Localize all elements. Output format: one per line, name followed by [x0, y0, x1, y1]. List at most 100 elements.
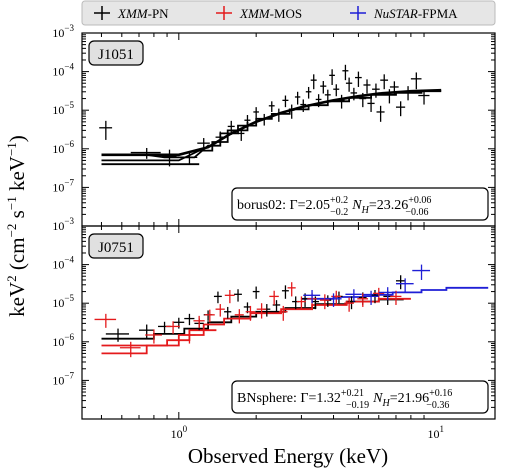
data-point	[338, 94, 345, 109]
data-point	[105, 328, 130, 342]
y-tick-label: 10−5	[52, 293, 74, 310]
data-point	[139, 324, 154, 339]
data-point	[395, 101, 406, 117]
data-point	[245, 305, 256, 321]
data-point	[181, 152, 198, 165]
data-point	[373, 287, 385, 302]
data-point	[288, 104, 295, 119]
data-point	[281, 285, 289, 299]
legend-frame	[81, 0, 496, 26]
model-line	[101, 329, 217, 347]
data-point	[342, 64, 349, 81]
data-point	[193, 315, 205, 328]
data-point	[315, 94, 322, 108]
data-point	[197, 138, 210, 151]
panel-id-box	[88, 233, 144, 259]
data-point	[165, 321, 180, 334]
fit-annotation-text: borus02: Γ=2.05+0.2 −0.2 NH=23.26+0.06 −0.0…	[237, 195, 431, 218]
data-point	[99, 120, 113, 140]
model-line	[101, 90, 442, 159]
data-point	[402, 86, 413, 101]
legend-label: XMM-MOS	[239, 6, 302, 21]
data-point	[344, 297, 354, 312]
data-point	[215, 304, 225, 317]
panel-bottom-frame	[81, 225, 496, 420]
y-tick-label: 10−6	[52, 332, 74, 349]
data-point	[324, 89, 331, 103]
data-point	[300, 99, 307, 112]
x-tick-label: 100	[171, 424, 188, 441]
data-point	[320, 81, 327, 94]
data-point	[158, 321, 171, 333]
model-curve	[101, 88, 442, 157]
fit-annotation-box	[231, 380, 489, 414]
fit-annotation-text: BNsphere: Γ=1.32+0.21 −0.19 NH=21.96+0.16−…	[237, 388, 452, 411]
data-point	[395, 275, 406, 290]
data-point	[412, 264, 431, 280]
x-axis: 100 101	[100, 33, 445, 441]
data-point	[253, 107, 259, 119]
y-tick-label: 10−6	[52, 139, 74, 156]
panel-top: J1051 borus02: Γ=2.05+0.2 −0.2 NH=23.26+0.0…	[88, 40, 489, 221]
data-point	[268, 101, 275, 112]
fit-annotation-box	[231, 187, 489, 221]
x-axis-title: Observed Energy (keV)	[188, 444, 388, 468]
fit-annotation: BNsphere: Γ=1.32+0.21 −0.19 NH=21.96+0.16−…	[231, 380, 489, 414]
data-point	[376, 105, 385, 122]
panel-id-label: J0751	[98, 240, 134, 256]
panel-bottom: J0751 BNsphere: Γ=1.32+0.21 −0.19 NH=21.96+…	[88, 233, 489, 414]
data-point	[238, 128, 245, 141]
data-point	[282, 95, 289, 108]
y-tick-label: 10−4	[52, 62, 74, 79]
data-point	[350, 87, 358, 101]
data-point	[203, 310, 213, 321]
fit-annotation: borus02: Γ=2.05+0.2 −0.2 NH=23.26+0.06 −0.0…	[231, 187, 489, 221]
data-point	[183, 329, 196, 344]
y-tick-label: 10−7	[52, 370, 74, 387]
data-point	[244, 115, 251, 128]
data-point	[345, 289, 362, 302]
legend-item: XMM-PN	[94, 6, 169, 21]
y-tick-label: 10−3	[52, 216, 74, 233]
y-tick-label: 10−7	[52, 177, 74, 194]
panel-id-box	[88, 40, 144, 66]
y-axis-title: keV2 (cm−2 s−1 keV−1)	[4, 135, 29, 317]
legend-label: NuSTAR-FPMA	[373, 6, 458, 21]
panel-id: J0751	[88, 233, 144, 259]
data-point	[310, 74, 317, 90]
data-point	[363, 79, 371, 94]
model-line	[301, 286, 489, 300]
legend-item: NuSTAR-FPMA	[350, 6, 458, 21]
data-point	[287, 282, 296, 297]
data-point	[252, 286, 260, 299]
data-point	[333, 84, 340, 97]
data-point	[119, 341, 141, 358]
data-point	[395, 278, 414, 292]
data-point	[372, 83, 380, 98]
data-point	[357, 293, 369, 307]
data-point	[385, 89, 394, 104]
data-point	[410, 72, 422, 90]
data-point	[355, 71, 362, 87]
legend: XMM-PN XMM-MOS NuSTAR-FPMA	[81, 0, 496, 26]
data-point	[276, 108, 282, 122]
legend-label: XMM-PN	[117, 6, 169, 21]
data-point	[378, 287, 396, 301]
y-axis: 10−3 10−4 10−5 10−6 10−7 10−3 10−4 10−5 10−6 10−7	[52, 23, 495, 420]
data-point	[296, 296, 306, 310]
legend-item: XMM-MOS	[216, 6, 302, 21]
data-point	[263, 304, 271, 317]
data-point	[94, 313, 117, 328]
data-point	[269, 290, 279, 305]
x-tick-label: 101	[428, 424, 445, 441]
y-tick-label: 10−3	[52, 23, 74, 40]
data-point	[362, 290, 379, 305]
data-point	[367, 97, 375, 112]
data-point	[345, 77, 353, 92]
data-point	[324, 293, 342, 307]
data-point	[234, 289, 242, 302]
panel-id-label: J1051	[98, 47, 134, 63]
data-point	[227, 120, 235, 135]
data-point	[215, 131, 225, 146]
